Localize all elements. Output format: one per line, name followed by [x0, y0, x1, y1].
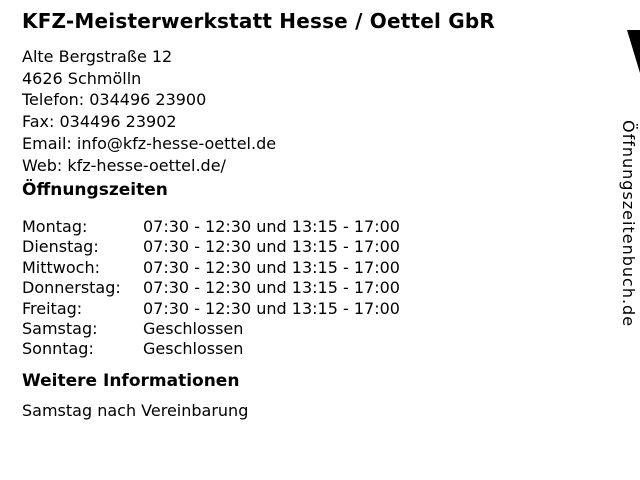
- hours-value: 07:30 - 12:30 und 13:15 - 17:00: [143, 278, 400, 298]
- hours-row-friday: Freitag: 07:30 - 12:30 und 13:15 - 17:00: [22, 299, 400, 319]
- hours-value: Geschlossen: [143, 339, 244, 359]
- phone-line: Telefon: 034496 23900: [22, 90, 207, 110]
- hours-day-label: Sonntag:: [22, 339, 94, 359]
- more-info-text: Samstag nach Vereinbarung: [22, 401, 249, 420]
- corner-triangle-icon: [627, 30, 640, 73]
- hours-day-label: Montag:: [22, 217, 88, 236]
- hours-day-label: Donnerstag:: [22, 278, 121, 298]
- opening-hours-table: Montag: 07:30 - 12:30 und 13:15 - 17:00 …: [22, 217, 400, 360]
- hours-value: 07:30 - 12:30 und 13:15 - 17:00: [143, 298, 400, 318]
- hours-row-sunday: Sonntag: Geschlossen: [22, 339, 400, 359]
- address-city-line: 4626 Schmölln: [22, 68, 142, 88]
- hours-day-label: Dienstag:: [22, 237, 99, 257]
- hours-day-label: Freitag:: [22, 298, 83, 318]
- fax-line: Fax: 034496 23902: [22, 112, 177, 132]
- hours-row-monday: Montag: 07:30 - 12:30 und 13:15 - 17:00: [22, 217, 400, 237]
- opening-hours-heading: Öffnungszeiten: [22, 180, 168, 200]
- site-brand-vertical-label: Öffnungszeitenbuch.de: [619, 120, 638, 328]
- hours-row-tuesday: Dienstag: 07:30 - 12:30 und 13:15 - 17:0…: [22, 237, 400, 257]
- contact-block: Alte Bergstraße 12 4626 Schmölln Telefon…: [22, 46, 276, 176]
- hours-row-thursday: Donnerstag: 07:30 - 12:30 und 13:15 - 17…: [22, 278, 400, 298]
- address-street-line: Alte Bergstraße 12: [22, 47, 173, 66]
- hours-row-wednesday: Mittwoch: 07:30 - 12:30 und 13:15 - 17:0…: [22, 258, 400, 278]
- hours-day-label: Mittwoch:: [22, 257, 100, 277]
- page-title: KFZ-Meisterwerkstatt Hesse / Oettel GbR: [22, 9, 495, 33]
- hours-day-label: Samstag:: [22, 319, 98, 339]
- hours-row-saturday: Samstag: Geschlossen: [22, 319, 400, 339]
- hours-value: Geschlossen: [143, 319, 244, 339]
- hours-value: 07:30 - 12:30 und 13:15 - 17:00: [143, 257, 400, 277]
- hours-value: 07:30 - 12:30 und 13:15 - 17:00: [143, 237, 400, 257]
- email-line: Email: info@kfz-hesse-oettel.de: [22, 133, 277, 153]
- web-line: Web: kfz-hesse-oettel.de/: [22, 155, 226, 175]
- hours-value: 07:30 - 12:30 und 13:15 - 17:00: [143, 217, 400, 236]
- more-info-heading: Weitere Informationen: [22, 371, 240, 391]
